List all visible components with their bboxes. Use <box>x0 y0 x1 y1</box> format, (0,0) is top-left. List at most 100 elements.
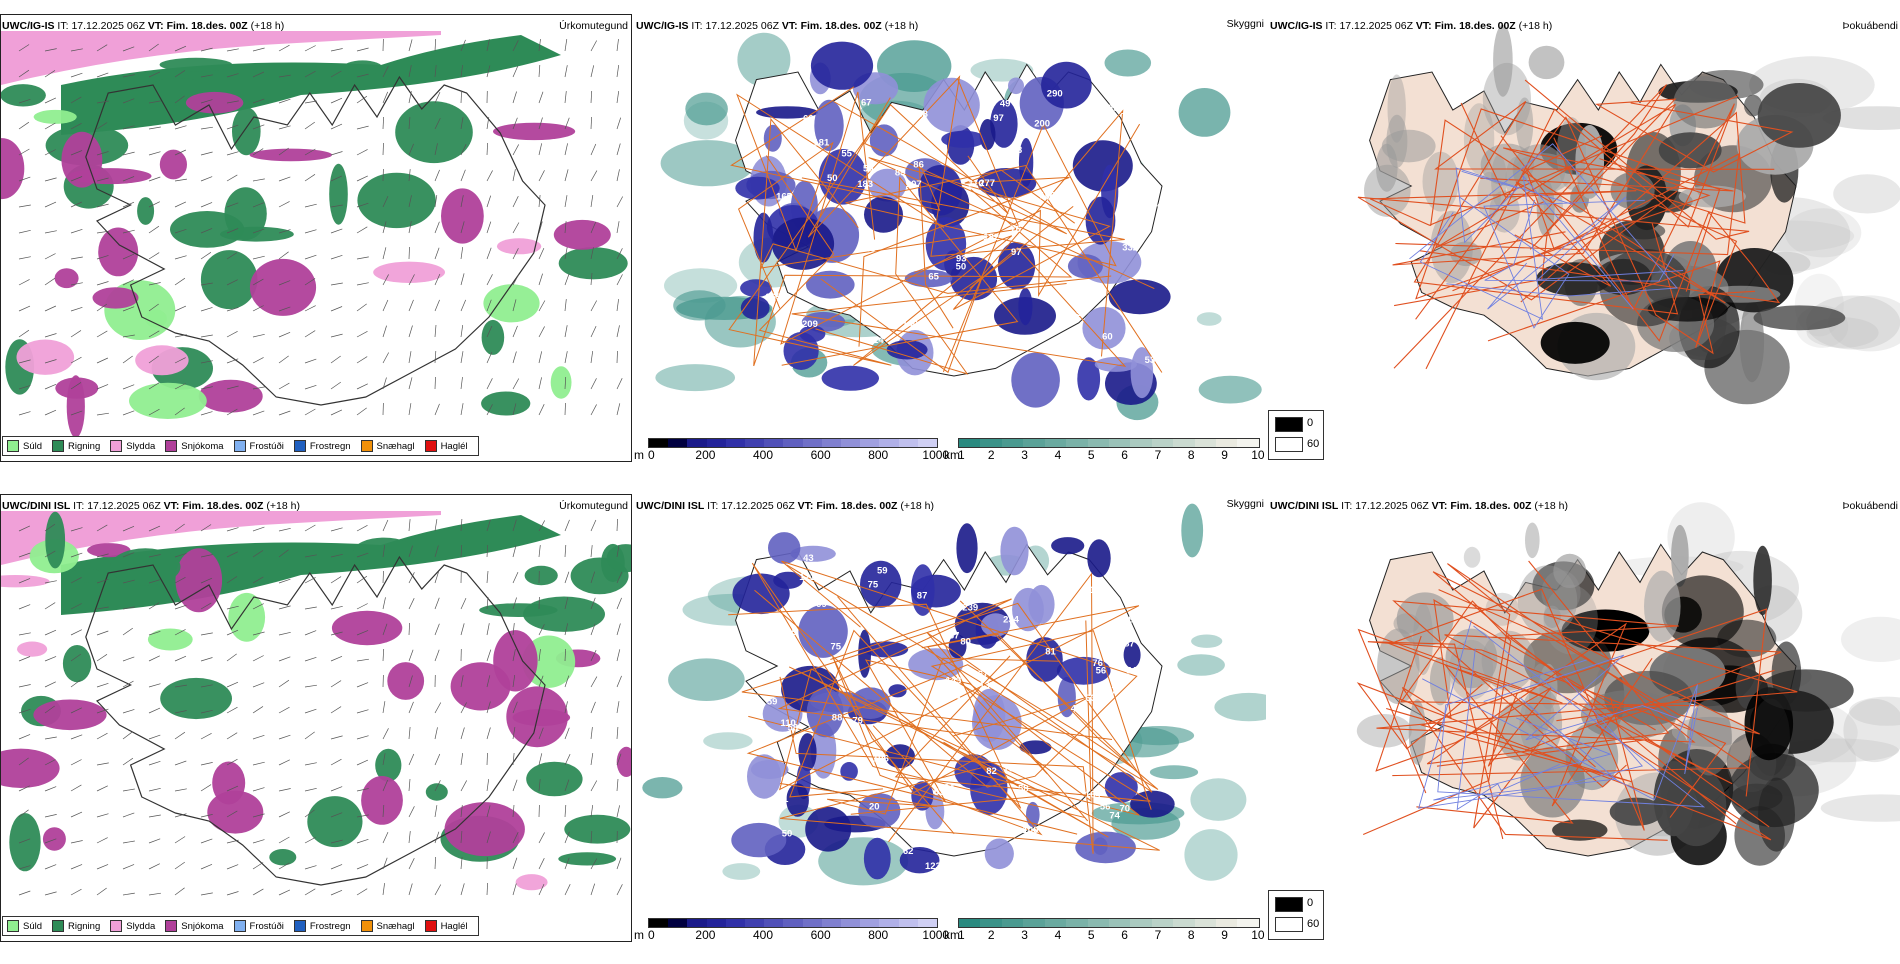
ceiling-value-label: 20 <box>869 802 880 813</box>
wind-barb <box>617 39 619 51</box>
ceiling-value-label: 65 <box>928 271 939 282</box>
fog-legend-dark-label: 0 <box>1307 897 1313 909</box>
wind-barb <box>357 331 368 337</box>
colorbar-tick-label: 600 <box>811 928 831 942</box>
wind-barb <box>123 864 134 869</box>
wind-barb <box>357 839 368 843</box>
wind-barb <box>279 707 290 713</box>
precip-map-frame <box>0 494 632 942</box>
wind-barb <box>45 278 55 285</box>
wind-barb <box>279 812 290 817</box>
wind-barb <box>71 257 83 259</box>
wind-barb <box>357 604 368 610</box>
colorbar-bin <box>899 919 918 927</box>
wind-barb <box>357 525 368 531</box>
colorbar-bin <box>1152 919 1173 927</box>
precip-blob <box>63 645 91 682</box>
wind-barb <box>71 841 83 844</box>
precip-blob <box>148 629 193 651</box>
colorbar-unit: m <box>634 928 644 942</box>
wind-barb <box>123 356 133 363</box>
wind-barb <box>539 326 545 337</box>
precip-blob <box>160 678 232 719</box>
precip-blob <box>332 611 402 645</box>
wind-barb <box>487 222 491 233</box>
wind-barb <box>305 174 315 181</box>
precip-blob <box>69 168 152 184</box>
precip-blob <box>373 262 445 283</box>
wind-barb <box>409 858 414 869</box>
precip-blob <box>17 340 75 375</box>
wind-barb <box>201 127 213 129</box>
legend-swatch <box>294 920 306 932</box>
wind-barb <box>487 728 490 740</box>
wind-barb <box>513 572 518 583</box>
wind-barb <box>617 65 619 77</box>
colorbar-strip <box>958 438 1260 448</box>
ceiling-value-label: 200 <box>1034 119 1050 130</box>
precip-blob <box>516 874 548 890</box>
wind-barb <box>201 412 213 415</box>
low-visibility-area <box>722 863 760 880</box>
ceiling-value-label: 99 <box>816 599 827 610</box>
wind-barb <box>565 39 567 51</box>
precip-map <box>1 495 631 941</box>
fog-legend-light-swatch <box>1275 917 1303 932</box>
legend-label: Súld <box>23 441 42 452</box>
wind-barb <box>201 307 213 311</box>
wind-barb <box>331 334 343 337</box>
fog-index-legend: 0 60 <box>1268 890 1324 940</box>
wind-barb <box>201 633 213 635</box>
wind-barb <box>591 195 593 207</box>
legend-label: Rigning <box>68 441 100 452</box>
wind-barb <box>617 197 623 208</box>
wind-barb <box>461 170 465 181</box>
wind-barb <box>71 735 82 739</box>
ceiling-visibility-map: 2006457651993321081987611597892776610714… <box>634 14 1266 434</box>
ceiling-value-label: 89 <box>771 614 782 625</box>
fog-legend-dark-swatch <box>1275 417 1303 432</box>
legend-swatch <box>165 920 177 932</box>
wind-barb <box>19 279 30 285</box>
legend-swatch <box>294 440 306 452</box>
legend-swatch <box>234 920 246 932</box>
fog-index-area <box>1376 144 1398 192</box>
fog-index-area <box>1516 98 1533 152</box>
colorbar-bin <box>1130 919 1151 927</box>
wind-barb <box>149 839 160 843</box>
wind-barb <box>409 623 410 635</box>
fog-index-area <box>1758 83 1841 148</box>
wind-barb <box>487 753 488 765</box>
colorbar-bin <box>1002 439 1023 447</box>
precip-blob <box>493 123 575 140</box>
precip-blob <box>160 58 233 72</box>
wind-barb <box>253 48 265 51</box>
wind-barb <box>617 519 618 531</box>
low-visibility-area <box>655 364 735 391</box>
colorbar-tick-label: 5 <box>1088 928 1095 942</box>
ceiling-value-label: 53 <box>1145 355 1156 366</box>
wind-barb <box>331 656 342 661</box>
low-visibility-area <box>1150 765 1198 779</box>
ceiling-value-label: 43 <box>865 244 876 255</box>
colorbar-bin <box>745 919 764 927</box>
wind-barb <box>435 39 436 51</box>
colorbar-tick-label: 4 <box>1055 928 1062 942</box>
fog-index-area <box>1753 546 1772 615</box>
wind-barb <box>591 91 592 103</box>
wind-barb <box>409 326 413 338</box>
low-ceiling-area <box>1109 279 1171 314</box>
low-visibility-area <box>1105 50 1152 77</box>
wind-barb <box>357 408 367 415</box>
precip-blob <box>232 107 261 155</box>
ceiling-value-label: 107 <box>906 179 922 190</box>
wind-barb <box>123 411 134 415</box>
precip-legend-item: Súld <box>7 440 42 452</box>
wind-barb <box>253 656 264 662</box>
wind-barb <box>149 761 160 765</box>
wind-barb <box>383 571 384 583</box>
colorbar-bin <box>803 439 822 447</box>
low-visibility-area <box>673 290 725 320</box>
low-ceiling-area <box>887 340 928 359</box>
